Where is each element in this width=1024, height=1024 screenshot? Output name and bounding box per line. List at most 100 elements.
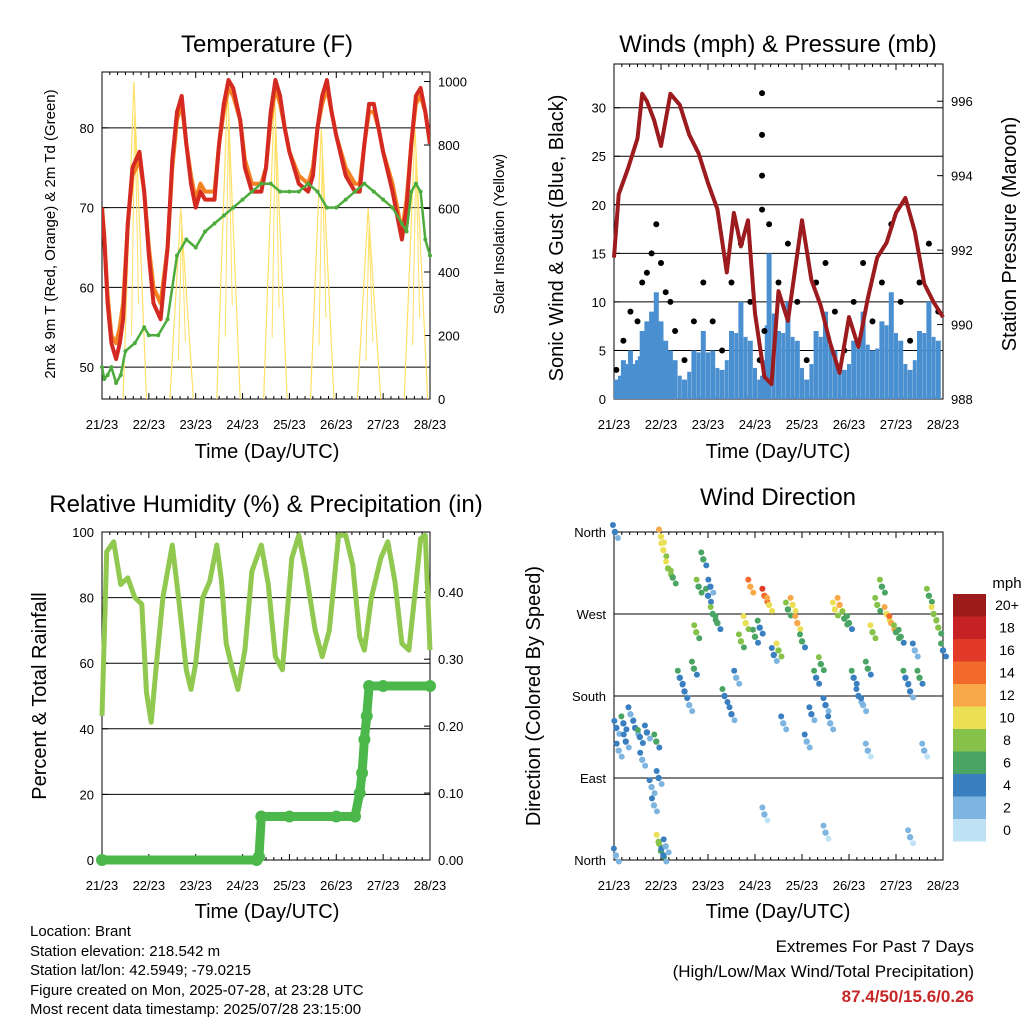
direction-point: [906, 688, 914, 695]
dewpoint-point: [231, 205, 236, 210]
extremes-subtitle: (High/Low/Max Wind/Total Precipitation): [672, 962, 974, 981]
direction-point: [773, 658, 780, 664]
wind-x-tick-label: 24/23: [739, 417, 772, 432]
wind-y-tick-label: 0: [599, 392, 606, 407]
direction-point: [618, 753, 625, 760]
rh-y2-tick-label: 0.20: [438, 719, 463, 734]
rainfall-point: [283, 810, 296, 823]
gust-point: [709, 318, 716, 325]
dewpoint-point: [278, 189, 283, 194]
colorbar-label: 20+: [995, 597, 1019, 613]
direction-point: [891, 622, 897, 629]
direction-point: [761, 811, 768, 818]
direction-point: [803, 738, 810, 745]
direction-point: [867, 622, 874, 629]
rh-x-tick-label: 24/23: [226, 878, 259, 893]
dewpoint-point: [174, 253, 179, 258]
gust-point: [766, 221, 773, 228]
gust-point: [907, 337, 914, 344]
dewpoint-point: [203, 229, 208, 234]
direction-point: [712, 613, 719, 620]
direction-point: [935, 624, 942, 631]
direction-point: [874, 601, 881, 609]
wind-x-tick-label: 27/23: [880, 417, 913, 432]
gust-point: [761, 328, 768, 335]
direction-point: [764, 817, 771, 824]
direction-point: [834, 612, 841, 619]
gust-point: [728, 279, 735, 286]
dewpoint-point: [371, 189, 376, 194]
rainfall-point: [377, 679, 390, 692]
gust-point: [681, 357, 688, 364]
colorbar-label: 16: [999, 642, 1015, 658]
colorbar-label: 8: [1003, 732, 1011, 748]
dewpoint-point: [142, 325, 147, 330]
direction-point: [919, 740, 926, 747]
rh-y-tick-label: 100: [72, 525, 94, 540]
rainfall-point: [358, 733, 371, 746]
direction-point: [822, 701, 829, 709]
direction-point: [674, 667, 681, 674]
gust-point: [620, 337, 627, 344]
direction-point: [812, 674, 820, 681]
direction-point: [745, 626, 752, 633]
dewpoint-point: [123, 349, 128, 354]
dewpoint-point: [296, 189, 301, 194]
gust-point: [653, 221, 660, 228]
humidity-line: [99, 532, 433, 725]
direction-point: [721, 692, 728, 700]
direction-point: [787, 594, 794, 601]
colorbar-title: mph: [992, 575, 1021, 592]
direction-point: [928, 598, 935, 605]
direction-point: [611, 528, 619, 536]
direction-point: [881, 604, 888, 610]
gust-point: [643, 269, 650, 276]
direction-point: [615, 747, 622, 754]
direction-point: [708, 598, 714, 605]
direction-point: [925, 592, 933, 599]
temp-y2-tick-label: 400: [438, 265, 460, 280]
direction-point: [775, 647, 782, 654]
direction-point: [792, 613, 799, 620]
direction-point: [797, 626, 804, 633]
dewpoint-point: [362, 181, 367, 186]
dir-y-tick-label: North: [574, 853, 606, 868]
direction-point: [662, 843, 669, 850]
direction-point: [695, 583, 702, 590]
direction-point: [844, 613, 850, 620]
direction-point: [618, 713, 625, 720]
dir-x-tick-label: 22/23: [645, 878, 678, 893]
temperature-title: Temperature (F): [181, 31, 353, 58]
direction-point: [735, 631, 742, 638]
direction-point: [808, 711, 815, 718]
direction-point: [782, 599, 789, 606]
rainfall-point: [363, 679, 376, 692]
direction-point: [648, 795, 655, 802]
direction-point: [825, 713, 832, 720]
direction-point: [681, 688, 688, 695]
direction-point: [876, 576, 883, 583]
direction-point: [731, 667, 738, 674]
rh-y-tick-label: 60: [80, 656, 94, 671]
gust-point: [613, 366, 620, 373]
gust-point: [869, 318, 876, 325]
colorbar-swatch: [953, 819, 986, 842]
temp-plot-frame: [101, 71, 431, 400]
wind-y-tick-label: 20: [592, 198, 606, 213]
direction-point: [820, 667, 827, 674]
direction-point: [921, 747, 928, 754]
direction-point: [768, 645, 775, 651]
direction-point: [827, 720, 834, 727]
direction-point: [909, 640, 916, 647]
wind-direction-ylabel: Direction (Colored By Speed): [523, 566, 545, 826]
direction-point: [615, 858, 622, 865]
rainfall-point: [360, 710, 373, 723]
dir-y-tick-label: East: [580, 771, 606, 786]
dewpoint-point: [404, 229, 409, 234]
direction-point: [625, 744, 632, 751]
insolation-flicker: [271, 124, 280, 339]
direction-point: [733, 674, 740, 681]
dewpoint-point: [102, 377, 107, 382]
gust-point: [803, 357, 810, 364]
direction-point: [609, 522, 616, 528]
